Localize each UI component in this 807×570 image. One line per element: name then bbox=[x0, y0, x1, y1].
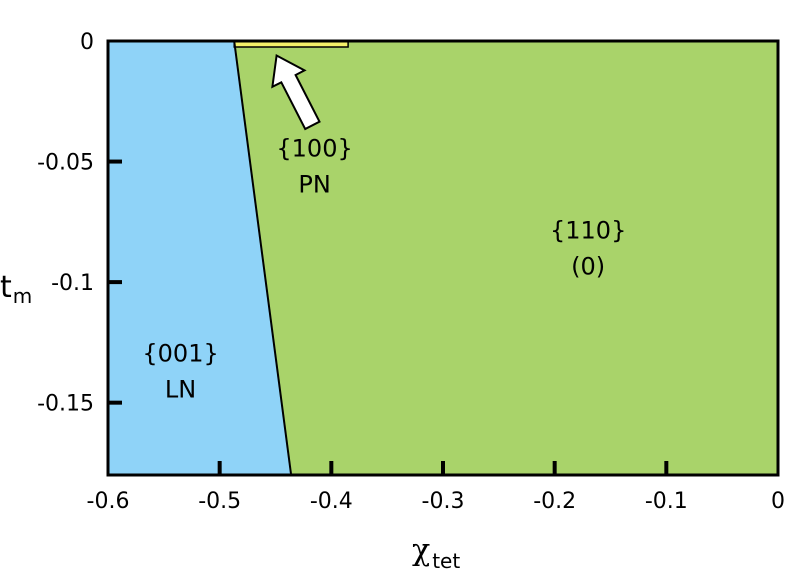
region-label-line2: LN bbox=[165, 376, 196, 404]
x-tick-label: -0.1 bbox=[645, 489, 688, 514]
region-label-line2: PN bbox=[298, 171, 330, 199]
x-axis-symbol: χ bbox=[412, 533, 430, 568]
x-tick-label: -0.5 bbox=[198, 489, 241, 514]
y-axis-subscript: m bbox=[13, 284, 32, 308]
x-tick-label: 0 bbox=[771, 489, 785, 514]
x-tick-label: -0.3 bbox=[422, 489, 465, 514]
region-label-line1: {100} bbox=[276, 135, 352, 163]
y-axis-label: tm bbox=[0, 270, 32, 308]
phase-boundary-line bbox=[233, 40, 293, 476]
region-layer bbox=[108, 40, 778, 475]
x-tick-label: -0.4 bbox=[310, 489, 353, 514]
region-110-0 bbox=[234, 41, 778, 475]
x-axis-subscript: tet bbox=[432, 549, 460, 570]
x-axis-label: χ tet bbox=[412, 533, 460, 570]
pn-arrow-icon bbox=[271, 53, 321, 131]
region-001-ln bbox=[108, 41, 292, 475]
x-tick-label: -0.6 bbox=[87, 489, 130, 514]
y-axis-symbol: t bbox=[0, 270, 12, 305]
y-tick-label: 0 bbox=[80, 30, 94, 55]
x-tick-label: -0.2 bbox=[533, 489, 576, 514]
tick-layer: -0.6 -0.5 -0.4 -0.3 -0.2 -0.1 0 0 -0.05 -0.1 -0.15 bbox=[37, 30, 785, 514]
y-tick-label: -0.15 bbox=[37, 392, 94, 417]
y-tick-label: -0.1 bbox=[51, 271, 94, 296]
y-tick-label: -0.05 bbox=[37, 151, 94, 176]
region-label-line1: {110} bbox=[550, 217, 626, 245]
region-label-line1: {001} bbox=[142, 340, 218, 368]
region-label-layer: {001} LN {100} PN {110} (0) bbox=[142, 135, 626, 404]
region-label-line2: (0) bbox=[571, 253, 605, 281]
